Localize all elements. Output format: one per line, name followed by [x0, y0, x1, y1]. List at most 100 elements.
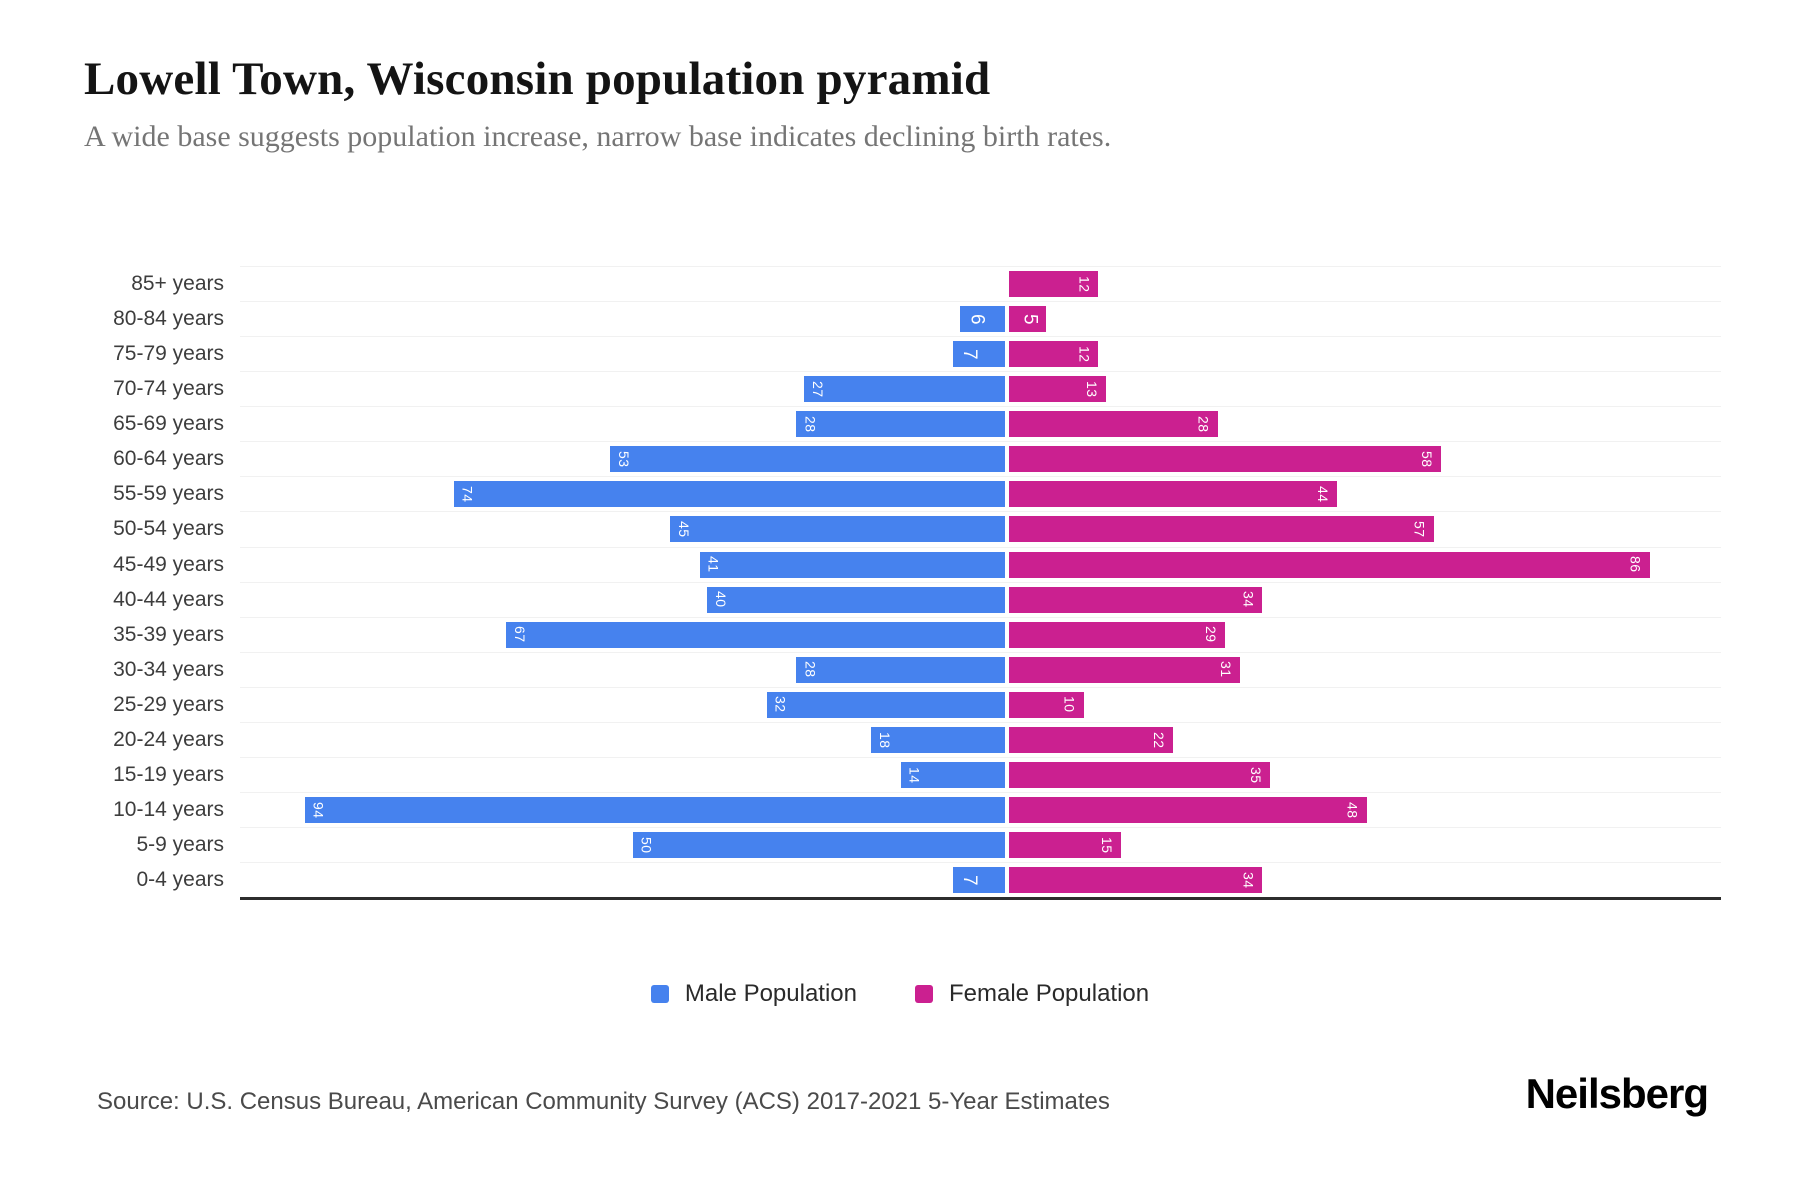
male-bar-value: 7: [958, 348, 980, 360]
male-bar[interactable]: 27: [803, 376, 1005, 403]
y-axis-label: 40-44 years: [113, 587, 224, 611]
male-bar[interactable]: 6: [960, 306, 1005, 333]
female-bar[interactable]: 86: [1009, 551, 1650, 578]
pyramid-row: 40-44 years 40 34: [113, 581, 1721, 617]
male-bar-value: 6: [966, 313, 988, 325]
female-bar[interactable]: 12: [1009, 341, 1099, 368]
pyramid-row: 50-54 years 45 57: [113, 511, 1721, 546]
pyramid-row: 80-84 years 6 5: [113, 301, 1721, 336]
y-axis-label: 35-39 years: [113, 622, 224, 646]
male-bar[interactable]: 67: [505, 621, 1005, 648]
y-axis-label: 30-34 years: [113, 657, 224, 681]
male-bar[interactable]: 53: [610, 446, 1005, 473]
male-bar[interactable]: 50: [632, 832, 1005, 859]
male-bar-value: 50: [638, 836, 655, 854]
female-bar-value: 44: [1314, 486, 1331, 503]
male-legend-swatch-icon: [650, 985, 669, 1003]
female-bar[interactable]: 58: [1009, 446, 1442, 473]
male-bar[interactable]: 28: [796, 656, 1005, 683]
legend-item-male[interactable]: Male Population: [650, 980, 857, 1008]
pyramid-row: 10-14 years 94 48: [113, 791, 1721, 827]
pyramid-row: 55-59 years 74 44: [113, 476, 1721, 511]
male-bar-value: 28: [802, 415, 819, 433]
male-bar-value: 32: [772, 696, 789, 714]
pyramid-row: 70-74 years 27 13: [113, 371, 1721, 406]
pyramid-row: 25-29 years 32 10: [113, 686, 1721, 722]
male-bar[interactable]: 41: [699, 551, 1005, 578]
female-bar[interactable]: 48: [1009, 796, 1367, 823]
legend-label-female: Female Population: [949, 980, 1150, 1007]
source-attribution: Source: U.S. Census Bureau, American Com…: [97, 1088, 1110, 1115]
y-axis-label: 25-29 years: [113, 692, 224, 716]
y-axis-label: 85+ years: [131, 272, 224, 296]
pyramid-row: 60-64 years 53 58: [113, 441, 1721, 476]
female-bar-value: 13: [1083, 380, 1100, 398]
pyramid-row: 5-9 years 50 15: [136, 827, 1721, 862]
y-axis-label: 60-64 years: [113, 447, 224, 471]
male-bar[interactable]: 94: [304, 796, 1005, 823]
female-bar[interactable]: 29: [1009, 621, 1226, 648]
chart-legend: Male Population Female Population: [0, 972, 1800, 1016]
y-axis-label: 75-79 years: [113, 342, 224, 366]
female-bar-value: 5: [1019, 313, 1041, 325]
y-axis-label: 0-4 years: [136, 868, 224, 892]
female-bar-value: 12: [1076, 345, 1093, 363]
pyramid-row: 20-24 years 18 22: [113, 721, 1721, 757]
male-bar-value: 40: [713, 591, 729, 608]
legend-label-male: Male Population: [684, 980, 857, 1007]
female-bar-value: 57: [1411, 521, 1428, 538]
female-bar[interactable]: 35: [1009, 761, 1270, 788]
male-bar[interactable]: 28: [796, 411, 1005, 438]
female-bar[interactable]: 28: [1009, 411, 1218, 438]
female-bar[interactable]: 34: [1009, 867, 1263, 894]
female-bar[interactable]: 10: [1009, 691, 1084, 718]
y-axis-label: 15-19 years: [113, 762, 224, 786]
female-bar[interactable]: 13: [1009, 376, 1106, 403]
male-bar-value: 94: [310, 801, 327, 819]
female-bar[interactable]: 44: [1009, 481, 1337, 508]
female-bar[interactable]: 31: [1009, 656, 1240, 683]
female-bar[interactable]: 34: [1009, 586, 1263, 613]
pyramid-row: 0-4 years 7 34: [136, 862, 1721, 897]
pyramid-row: 75-79 years 7 12: [113, 336, 1721, 371]
population-pyramid-plot: 85+ years 12 80-84 years 6 5 75-79 years 7 12 70…: [113, 266, 1721, 900]
male-bar-value: 7: [958, 874, 980, 886]
female-bar-value: 12: [1076, 275, 1093, 293]
male-bar-value: 45: [675, 521, 692, 538]
male-bar[interactable]: 74: [453, 481, 1005, 508]
male-bar[interactable]: 7: [952, 341, 1005, 368]
female-bar[interactable]: 57: [1009, 516, 1434, 543]
female-bar[interactable]: 15: [1009, 832, 1121, 859]
male-bar[interactable]: 7: [952, 867, 1005, 894]
male-bar[interactable]: 18: [870, 726, 1005, 753]
male-bar-value: 74: [459, 486, 476, 503]
chart-subtitle: A wide base suggests population increase…: [84, 120, 1112, 153]
male-bar-value: 28: [802, 661, 819, 678]
y-axis-label: 10-14 years: [113, 797, 224, 821]
male-bar-value: 18: [876, 731, 893, 749]
female-bar-value: 10: [1061, 696, 1078, 714]
female-bar-value: 29: [1203, 626, 1220, 643]
y-axis-label: 65-69 years: [113, 412, 224, 436]
female-bar-value: 48: [1344, 801, 1361, 819]
y-axis-label: 5-9 years: [136, 833, 224, 857]
pyramid-row: 15-19 years 14 35: [113, 756, 1721, 792]
male-bar[interactable]: 45: [669, 516, 1005, 543]
pyramid-row: 35-39 years 67 29: [113, 616, 1721, 652]
female-legend-swatch-icon: [915, 985, 933, 1003]
male-bar[interactable]: 40: [707, 586, 1005, 613]
y-axis-label: 50-54 years: [113, 517, 224, 541]
male-bar[interactable]: 14: [900, 761, 1005, 788]
legend-item-female[interactable]: Female Population: [915, 980, 1149, 1008]
female-bar[interactable]: 5: [1009, 306, 1047, 333]
male-bar-value: 67: [511, 626, 528, 643]
female-bar[interactable]: 12: [1009, 271, 1099, 298]
female-bar-value: 31: [1217, 661, 1234, 678]
female-bar[interactable]: 22: [1009, 726, 1173, 753]
male-bar-value: 53: [616, 451, 633, 468]
chart-title: Lowell Town, Wisconsin population pyrami…: [84, 53, 991, 105]
male-bar[interactable]: 32: [766, 691, 1005, 718]
pyramid-row: 65-69 years 28 28: [113, 406, 1721, 441]
pyramid-row: 85+ years 12: [131, 266, 1721, 301]
y-axis-label: 20-24 years: [113, 727, 224, 751]
